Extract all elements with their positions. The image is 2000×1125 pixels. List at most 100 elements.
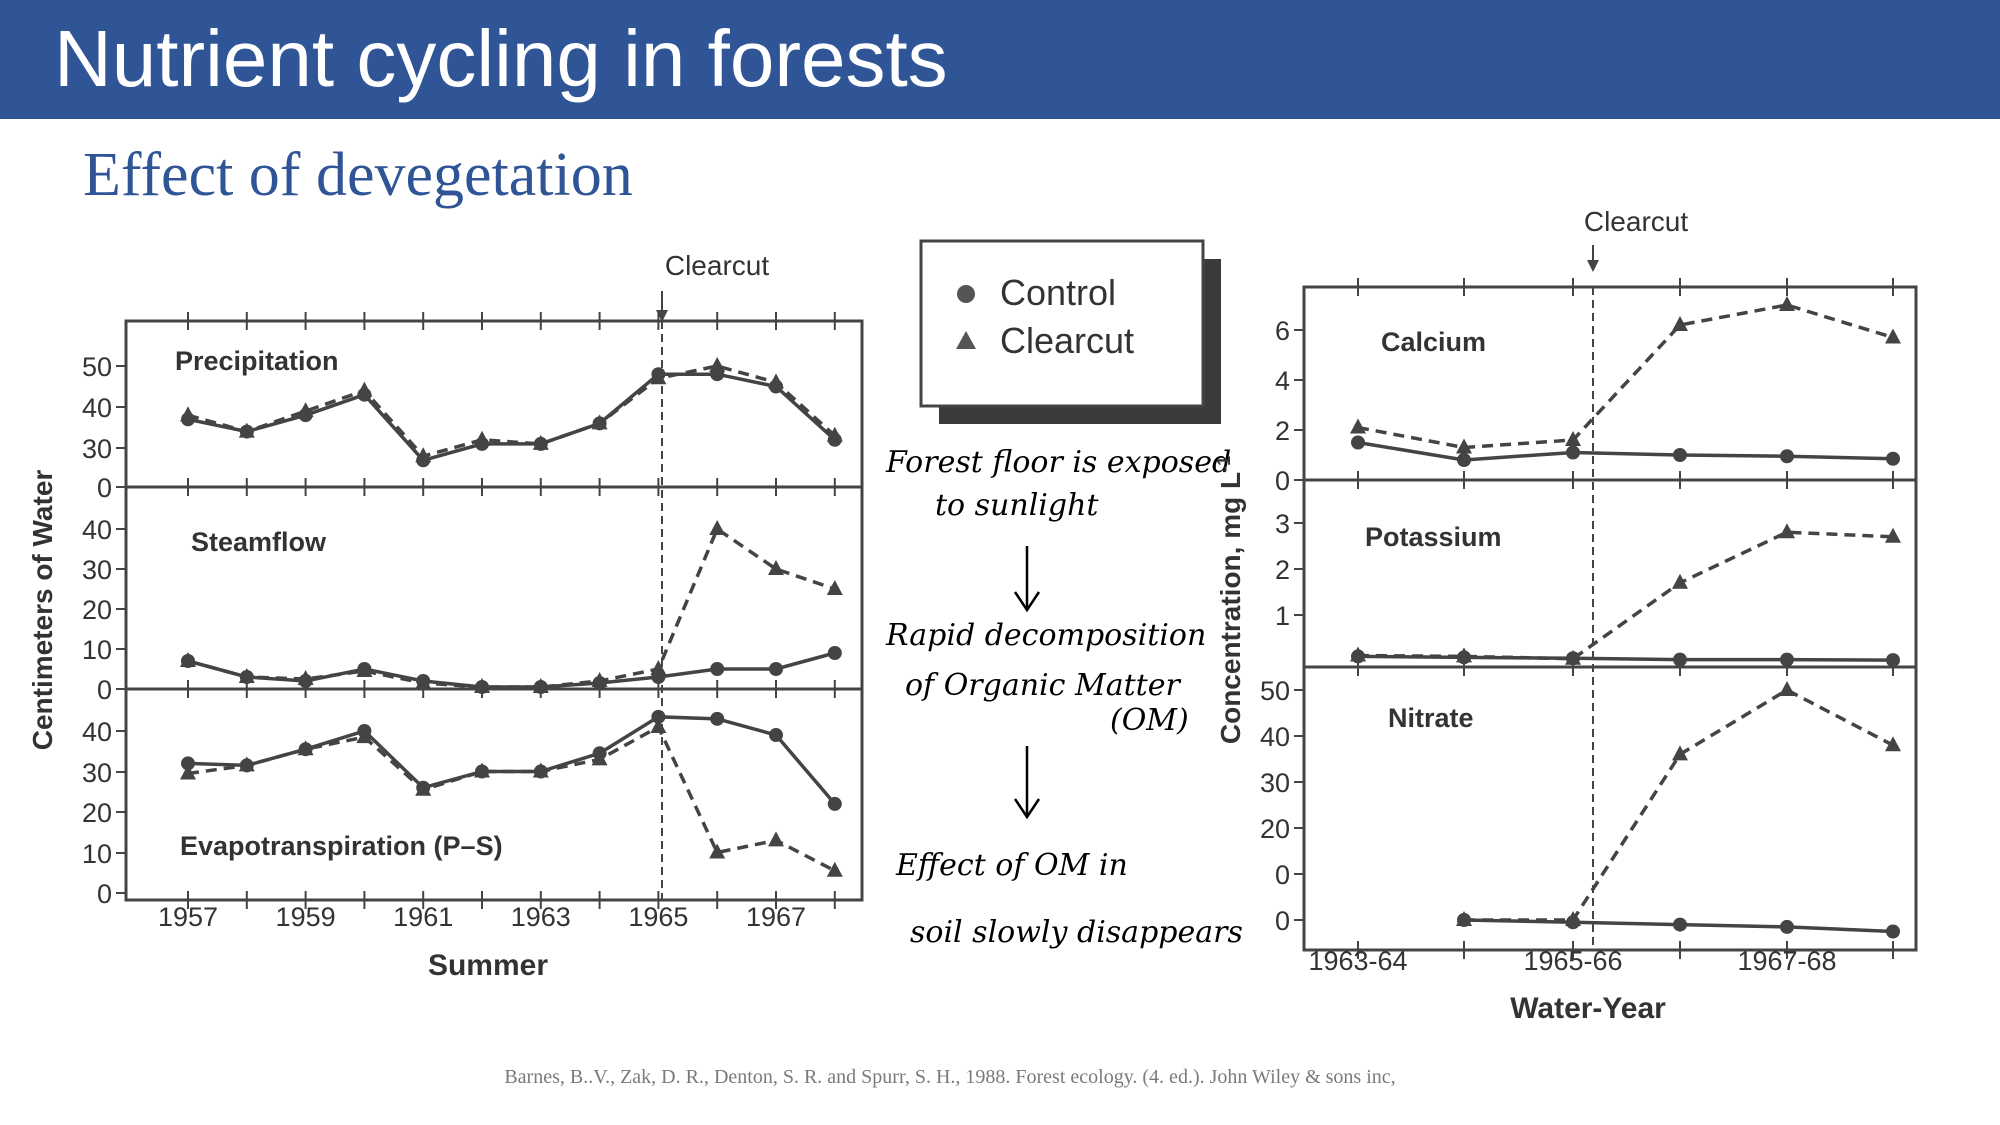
plot-frame (1302, 285, 1918, 952)
citation: Barnes, B..V., Zak, D. R., Denton, S. R.… (504, 1066, 1396, 1088)
panel-title: Calcium (1381, 327, 1486, 357)
y-tick-label: 40 (82, 393, 112, 423)
data-point-clearcut (415, 780, 432, 796)
legend-box (919, 239, 1205, 408)
legend-triangle-icon (956, 331, 976, 349)
panel-calcium: Calcium 6 4 2 0 (1275, 296, 1901, 496)
data-point-control (1780, 652, 1794, 667)
y-tick-label: 0 (97, 675, 112, 705)
data-point-control (181, 756, 195, 771)
x-tick-label: 1959 (276, 902, 336, 932)
series-line-clearcut (1357, 530, 1894, 661)
x-tick-label: 1963-64 (1308, 946, 1407, 976)
chart-water: 1957 1959 1961 1963 1965 1967 Summer Centimeter… (27, 250, 864, 982)
data-point-clearcut (1456, 647, 1472, 663)
data-point-clearcut (238, 756, 255, 772)
note-line: Effect of OM in (895, 848, 1128, 883)
data-point-clearcut (415, 447, 432, 463)
arrow-head (1013, 798, 1041, 820)
y-tick-label: 40 (82, 717, 112, 747)
data-point-clearcut (1885, 736, 1901, 752)
data-point-clearcut (474, 762, 490, 778)
series-line-control (1357, 654, 1894, 662)
y-tick-label: 30 (82, 434, 112, 464)
legend: Control Clearcut (919, 239, 1221, 424)
data-point-clearcut (650, 717, 667, 733)
clearcut-arrow-head (656, 310, 668, 322)
data-point-clearcut (180, 764, 196, 780)
x-axis-title: Water-Year (1510, 992, 1666, 1025)
data-point-clearcut (1565, 911, 1581, 926)
slide-subtitle: Effect of devegetation (83, 141, 633, 209)
x-tick-label: 1967 (746, 902, 806, 932)
data-point-clearcut (415, 674, 432, 689)
data-point-clearcut (297, 740, 314, 756)
data-point-clearcut (650, 369, 667, 385)
y-tick-label: 30 (1260, 768, 1290, 798)
data-point-control (1886, 924, 1900, 939)
data-point-clearcut (768, 831, 784, 847)
panel-title: Potassium (1365, 522, 1502, 552)
data-point-clearcut (1672, 745, 1688, 761)
data-point-clearcut (1885, 527, 1901, 543)
x-tick-label: 1965-66 (1523, 946, 1622, 976)
data-point-control (1673, 917, 1687, 932)
data-point-clearcut (474, 430, 490, 446)
data-point-clearcut (709, 357, 726, 372)
note-line: Forest floor is exposed (885, 445, 1231, 480)
data-point-clearcut (1350, 646, 1366, 662)
x-tick-label: 1965 (628, 902, 688, 932)
data-point-control (769, 662, 783, 676)
y-tick-label: 10 (82, 635, 112, 665)
data-point-clearcut (1456, 438, 1472, 454)
data-point-clearcut (1672, 316, 1688, 331)
chart-nutrients: 1963-64 1965-66 1967-68 Water-Year Concentra… (1214, 206, 1918, 1025)
panel-precipitation: Precipitation 50 40 30 0 (82, 346, 843, 503)
data-point-clearcut (532, 434, 549, 450)
data-point-control (651, 709, 666, 724)
data-point-clearcut (1350, 418, 1366, 434)
data-point-clearcut (1779, 681, 1795, 696)
data-point-control (1351, 435, 1365, 450)
y-tick-label: 10 (82, 839, 112, 869)
series-line-control (1357, 440, 1894, 462)
data-point-control (1566, 445, 1580, 460)
note-line: soil slowly disappears (910, 915, 1243, 950)
data-point-clearcut (180, 406, 196, 422)
series-line-clearcut (187, 724, 836, 873)
data-point-control (827, 646, 842, 660)
data-point-clearcut (1672, 573, 1688, 589)
y-tick-label: 50 (1260, 676, 1290, 706)
y-tick-label: 0 (97, 879, 112, 909)
data-point-clearcut (356, 662, 373, 677)
data-point-control (1673, 652, 1687, 667)
data-point-clearcut (297, 670, 314, 685)
data-point-clearcut (591, 414, 608, 430)
y-tick-label: 50 (82, 352, 112, 382)
y-tick-label: 40 (1260, 722, 1290, 752)
panel-evapotranspiration: Evapotranspiration (P–S) 40 30 20 10 0 (82, 709, 843, 909)
x-tick-label: 1967-68 (1737, 946, 1836, 976)
y-axis-title: Concentration, mg L-1 (1214, 456, 1246, 744)
data-point-clearcut (532, 678, 549, 693)
series-line-clearcut (1464, 687, 1894, 922)
y-tick-label: 2 (1275, 555, 1290, 585)
data-point-clearcut (1885, 328, 1901, 344)
data-point-clearcut (238, 422, 255, 438)
data-point-clearcut (1779, 296, 1795, 311)
data-point-clearcut (650, 660, 667, 675)
title-bar: Nutrient cycling in forests (0, 0, 2000, 119)
y-tick-label: 6 (1275, 316, 1290, 346)
x-tick-label: 1961 (393, 902, 453, 932)
data-point-control (1886, 653, 1900, 668)
legend-label-clearcut: Clearcut (1000, 320, 1134, 361)
clearcut-annotation: Clearcut (1584, 206, 1688, 237)
data-point-clearcut (238, 668, 255, 683)
series-line-clearcut (187, 364, 836, 459)
data-point-control (710, 662, 725, 676)
data-point-clearcut (1565, 431, 1581, 446)
data-point-clearcut (1456, 911, 1472, 926)
note-line: to sunlight (935, 488, 1099, 523)
data-point-control (1457, 453, 1471, 467)
